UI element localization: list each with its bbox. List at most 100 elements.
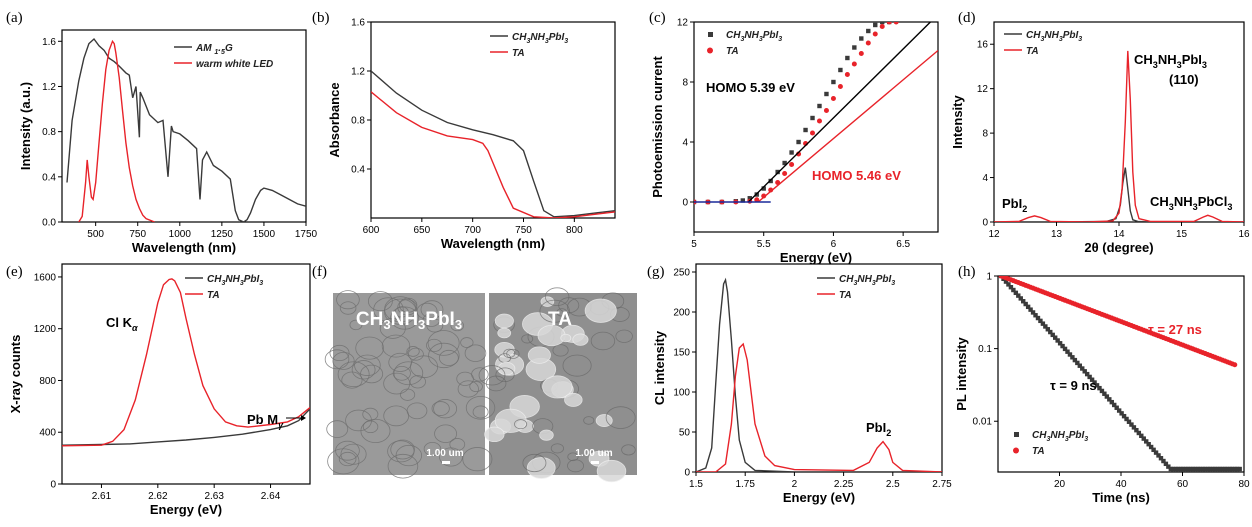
scale-bar-label-left: 1.00 um bbox=[426, 448, 463, 459]
sem-grain bbox=[431, 401, 450, 416]
panel-letter: (g) bbox=[647, 264, 665, 280]
data-point bbox=[1158, 456, 1164, 461]
legend-label: TA bbox=[207, 290, 220, 301]
legend-label: CH3NH3PbI3 bbox=[207, 274, 263, 287]
data-point bbox=[1075, 360, 1080, 366]
panel-letter: (h) bbox=[958, 264, 976, 280]
text-span: NH bbox=[225, 274, 240, 285]
data-point bbox=[1018, 296, 1023, 301]
axes-frame bbox=[61, 29, 307, 223]
data-point bbox=[810, 115, 815, 121]
subscript: 3 bbox=[526, 38, 530, 45]
y-tick-label: 0 bbox=[682, 198, 688, 209]
plot-area bbox=[998, 276, 1242, 472]
data-point bbox=[789, 162, 795, 167]
sem-grain bbox=[384, 296, 417, 323]
y-tick-label: 0 bbox=[684, 468, 690, 479]
data-point bbox=[838, 67, 843, 73]
legend-label: CH3NH3PbI3 bbox=[726, 30, 782, 43]
subscript: 3 bbox=[1193, 202, 1198, 212]
panel-f: (f) CH3NH3PbI3 TA 1.00 um 1.00 um bbox=[312, 264, 637, 483]
data-point bbox=[1230, 466, 1235, 472]
text-span: PbI bbox=[1182, 52, 1202, 67]
legend-label: CH3NH3PbI3 bbox=[1032, 430, 1088, 443]
y-axis-title: PL intensity bbox=[954, 337, 969, 411]
data-point bbox=[1144, 439, 1149, 444]
text-span: TA bbox=[726, 46, 739, 57]
text-span: NH bbox=[1174, 194, 1193, 209]
legend-label: CH3NH3PbI3 bbox=[1026, 30, 1082, 43]
data-point bbox=[1112, 402, 1117, 408]
series-line bbox=[371, 91, 615, 218]
data-point bbox=[1028, 307, 1033, 312]
text-span: PbI bbox=[549, 32, 565, 43]
data-point bbox=[1207, 466, 1213, 472]
text-span: PbI bbox=[244, 274, 260, 285]
y-axis-title: CL intensity bbox=[652, 330, 667, 405]
sem-grain bbox=[324, 349, 350, 370]
data-point bbox=[1163, 461, 1169, 467]
x-tick-label: 1000 bbox=[169, 229, 192, 240]
data-point bbox=[1215, 466, 1220, 472]
data-point bbox=[1139, 433, 1144, 438]
y-tick-label: 1.6 bbox=[351, 18, 365, 29]
y-tick-label: 0 bbox=[50, 480, 56, 491]
data-point bbox=[858, 51, 864, 56]
text-span: CH bbox=[726, 30, 741, 41]
sem-grain bbox=[465, 395, 496, 420]
subscript: 3 bbox=[1153, 60, 1158, 70]
text-span: warm white LED bbox=[196, 59, 273, 70]
subscript: 3 bbox=[740, 36, 744, 43]
x-tick-label: 2.64 bbox=[261, 491, 281, 502]
plot-area bbox=[694, 22, 938, 205]
data-point bbox=[1153, 450, 1159, 455]
panel-g: (g) 1.5 1.75 2 2.25 2.5 2.75 0 50 100 150 200 250 Ene… bbox=[647, 263, 952, 505]
subscript: 5 bbox=[221, 49, 225, 56]
subscript: 3 bbox=[778, 36, 782, 43]
series-line bbox=[62, 278, 310, 447]
text-span: CH bbox=[1150, 194, 1169, 209]
data-point bbox=[1134, 427, 1139, 433]
y-tick-label: 0.1 bbox=[978, 344, 992, 355]
subscript: α bbox=[132, 323, 138, 333]
data-point bbox=[1225, 466, 1230, 472]
sem-grain bbox=[438, 349, 459, 366]
panel-letter: (d) bbox=[958, 10, 976, 26]
series-line bbox=[78, 39, 155, 222]
data-point bbox=[1060, 343, 1065, 349]
axes-frame bbox=[61, 263, 311, 485]
data-point bbox=[1011, 287, 1016, 293]
text-span: TA bbox=[1032, 446, 1045, 457]
text-span: PbI bbox=[1069, 430, 1085, 441]
data-point bbox=[1070, 355, 1075, 360]
text-span: NH bbox=[1044, 30, 1059, 41]
scale-bar-label-right: 1.00 um bbox=[575, 448, 612, 459]
data-point bbox=[768, 178, 773, 184]
sem-grain bbox=[560, 333, 572, 343]
sem-grain bbox=[567, 452, 579, 462]
panel-letter: (c) bbox=[649, 10, 666, 26]
data-point bbox=[810, 130, 816, 136]
subscript: 2 bbox=[1022, 204, 1027, 214]
axes-frame bbox=[997, 275, 1245, 473]
axes-frame bbox=[693, 21, 939, 233]
panel-c: (c) 5 5.5 6 6.5 0 4 8 12 Energy (eV) Photoemission… bbox=[649, 10, 939, 265]
data-point bbox=[880, 22, 885, 25]
x-tick-label: 600 bbox=[363, 225, 380, 236]
text-span: NH bbox=[1050, 430, 1065, 441]
data-point bbox=[1151, 447, 1156, 453]
x-tick-label: 700 bbox=[464, 225, 481, 236]
y-tick-label: 800 bbox=[39, 376, 56, 387]
data-point bbox=[1146, 442, 1151, 447]
data-point bbox=[1210, 466, 1215, 472]
sem-grain bbox=[340, 443, 367, 465]
y-tick-label: 200 bbox=[673, 308, 690, 319]
sem-grain bbox=[423, 442, 442, 457]
data-point bbox=[1052, 335, 1058, 340]
sem-grain bbox=[449, 438, 466, 451]
legend-label: CH3NH3PbI3 bbox=[839, 274, 895, 287]
legend-label: warm white LED bbox=[196, 59, 273, 70]
data-point bbox=[1021, 299, 1026, 304]
subscript: 3 bbox=[1169, 202, 1174, 212]
data-point bbox=[1227, 466, 1233, 472]
